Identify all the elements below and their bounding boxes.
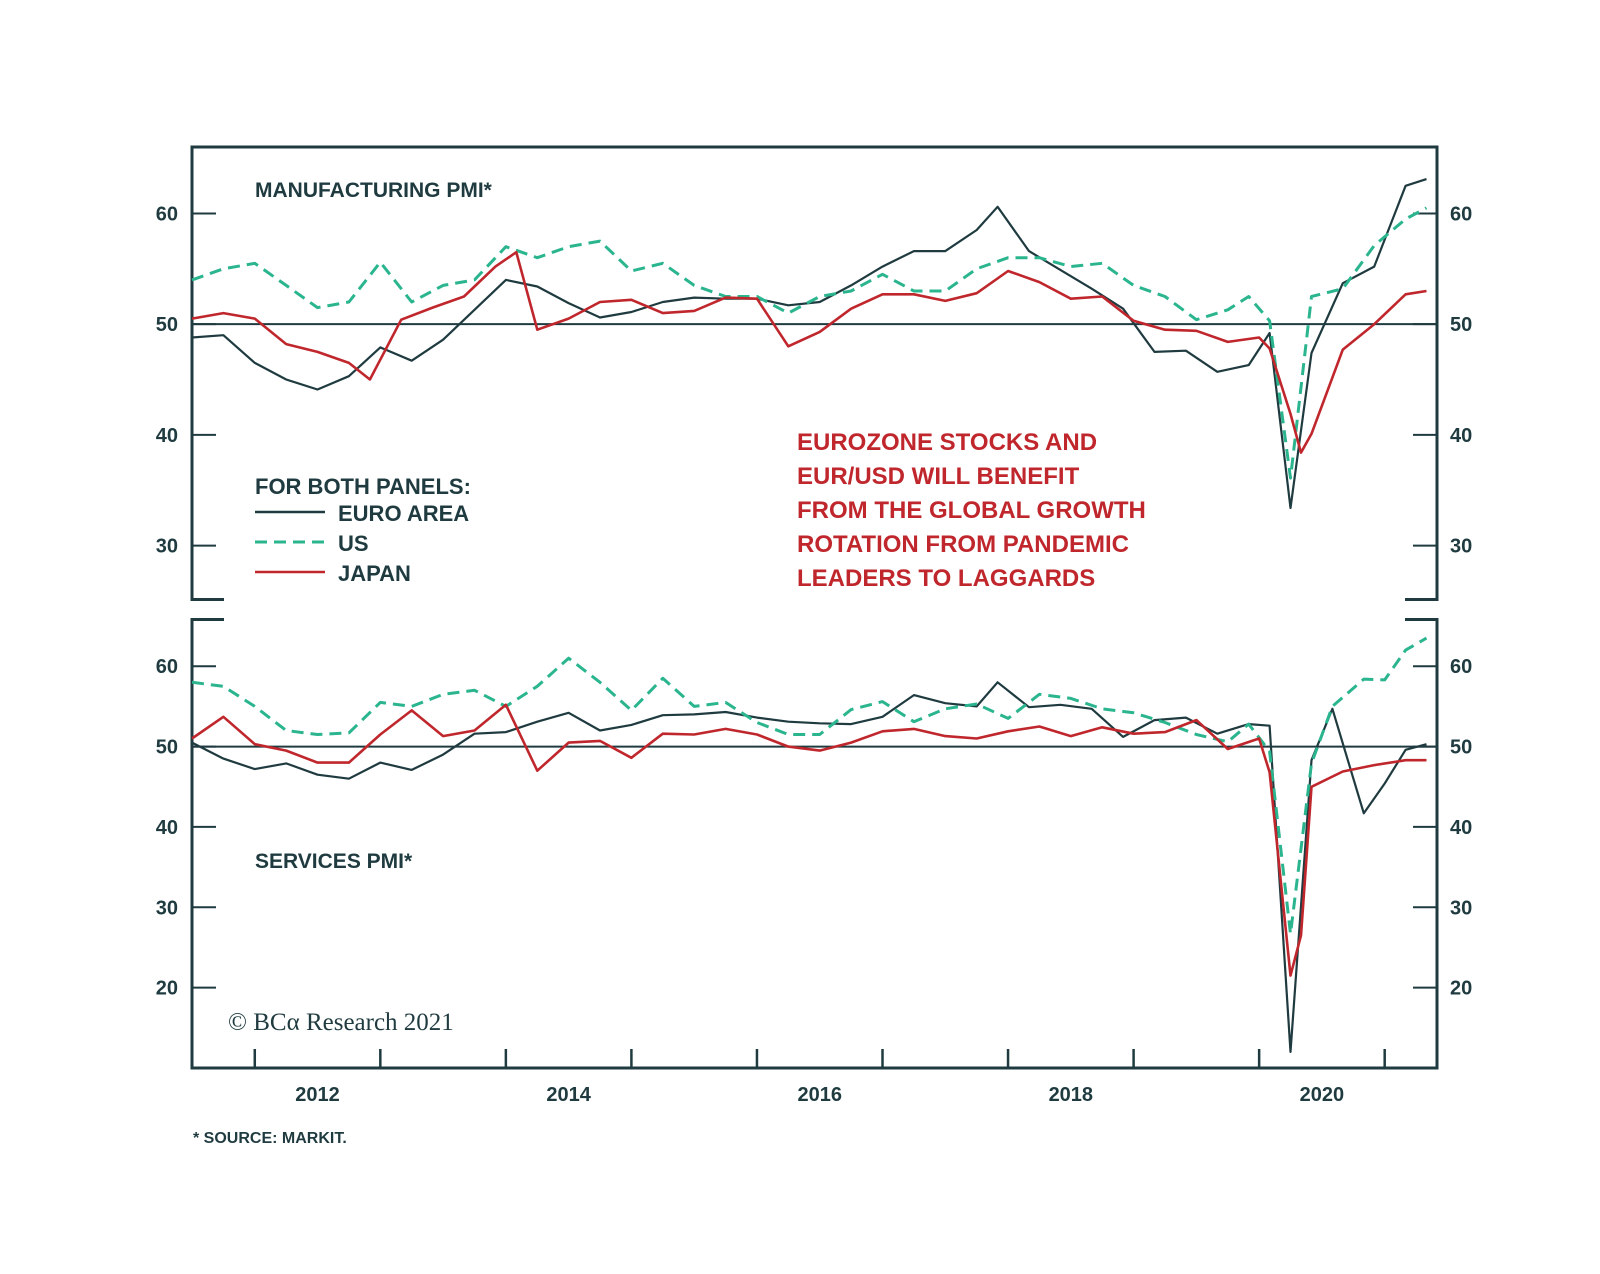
legend-label-us: US [338, 531, 369, 556]
xtick-label-2014: 2014 [546, 1084, 591, 1106]
manufacturing-title: MANUFACTURING PMI* [255, 179, 493, 202]
x-axis: 2012 2014 2016 2018 2020 [253, 1049, 1386, 1106]
services-ytick-label-left-40: 40 [156, 817, 178, 839]
manufacturing-ytick-label-left-50: 50 [156, 314, 178, 336]
annotation-line-2: EUR/USD WILL BENEFIT [797, 463, 1080, 490]
services-ytick-label-right-20: 20 [1450, 978, 1472, 1000]
manufacturing-ytick-label-left-60: 60 [156, 203, 178, 225]
services-series-us [191, 636, 1428, 936]
legend-label-euro-area: EURO AREA [338, 501, 469, 526]
annotation-line-3: FROM THE GLOBAL GROWTH [797, 497, 1146, 524]
manufacturing-series-japan [191, 250, 1427, 454]
services-ytick-label-left-30: 30 [156, 897, 178, 919]
copyright: © BCα Research 2021 [228, 1009, 454, 1036]
xtick-label-2020: 2020 [1300, 1084, 1345, 1106]
services-series-japan [191, 703, 1427, 977]
annotation-line-4: ROTATION FROM PANDEMIC [797, 531, 1129, 558]
annotation: EUROZONE STOCKS AND EUR/USD WILL BENEFIT… [797, 429, 1146, 592]
manufacturing-ytick-label-left-30: 30 [156, 536, 178, 558]
services-title: SERVICES PMI* [255, 850, 413, 873]
annotation-line-5: LEADERS TO LAGGARDS [797, 565, 1095, 592]
legend-title: FOR BOTH PANELS: [255, 474, 471, 499]
legend: FOR BOTH PANELS: EURO AREA US JAPAN [255, 474, 471, 586]
xtick-label-2016: 2016 [797, 1084, 842, 1106]
manufacturing-ytick-label-right-40: 40 [1450, 425, 1472, 447]
services-ytick-label-right-50: 50 [1450, 737, 1472, 759]
manufacturing-panel-frame [190, 145, 1439, 601]
manufacturing-ytick-label-right-30: 30 [1450, 536, 1472, 558]
services-series [191, 636, 1428, 1054]
services-series-euro-area [191, 681, 1427, 1054]
manufacturing-ytick-label-right-50: 50 [1450, 314, 1472, 336]
services-ytick-label-right-40: 40 [1450, 817, 1472, 839]
manufacturing-ytick-label-left-40: 40 [156, 425, 178, 447]
services-ytick-label-left-50: 50 [156, 737, 178, 759]
annotation-line-1: EUROZONE STOCKS AND [797, 429, 1097, 456]
manufacturing-panel: 30 30 40 40 50 50 60 60 MANUFACTURING PMI* [156, 145, 1473, 601]
xtick-label-2018: 2018 [1049, 1084, 1094, 1106]
manufacturing-y-ticks: 30 30 40 40 50 50 60 60 [156, 203, 1473, 557]
services-ytick-label-right-60: 60 [1450, 656, 1472, 678]
services-ytick-label-left-60: 60 [156, 656, 178, 678]
footnote: * SOURCE: MARKIT. [193, 1130, 347, 1147]
legend-label-japan: JAPAN [338, 561, 411, 586]
services-ytick-label-left-20: 20 [156, 978, 178, 1000]
xtick-label-2012: 2012 [295, 1084, 340, 1106]
manufacturing-series-us [191, 206, 1428, 480]
manufacturing-ytick-label-right-60: 60 [1450, 203, 1472, 225]
manufacturing-series-euro-area [191, 178, 1427, 510]
services-ytick-label-right-30: 30 [1450, 897, 1472, 919]
services-panel-frame [190, 618, 1439, 1070]
manufacturing-series [191, 178, 1428, 510]
